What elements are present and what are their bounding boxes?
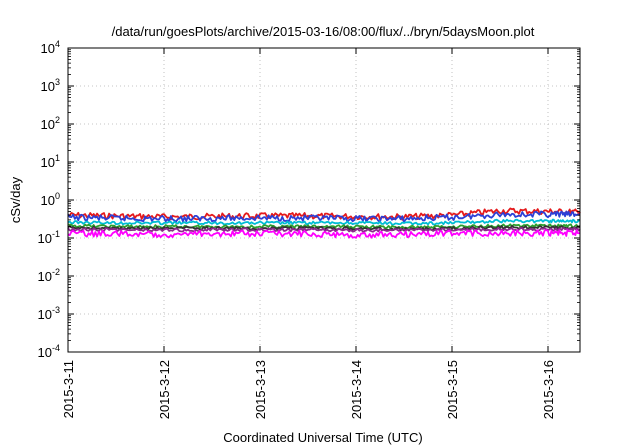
series-line — [67, 229, 581, 239]
y-tick-label: 10-2 — [38, 267, 60, 284]
series-line — [67, 225, 581, 232]
y-tick-label: 102 — [41, 115, 60, 132]
x-tick-label: 2015-3-16 — [541, 360, 556, 419]
y-tick-label: 10-1 — [38, 229, 60, 246]
x-tick-label: 2015-3-13 — [253, 360, 268, 419]
y-tick-label: 100 — [41, 191, 60, 208]
series-line — [67, 226, 581, 233]
y-tick-label: 101 — [41, 153, 60, 170]
series-line — [67, 210, 581, 223]
x-tick-label: 2015-3-15 — [445, 360, 460, 419]
x-tick-label: 2015-3-11 — [61, 360, 76, 418]
x-tick-label: 2015-3-14 — [349, 360, 364, 419]
x-ticks: 2015-3-11 2015-3-12 2015-3-13 2015-3-14 2015… — [61, 48, 556, 419]
chart-title: /data/run/goesPlots/archive/2015-03-16/0… — [112, 24, 535, 39]
grid — [67, 47, 580, 353]
y-tick-label: 104 — [41, 39, 60, 56]
series-group — [67, 207, 581, 239]
y-tick-label: 10-4 — [38, 343, 60, 360]
y-tick-label: 103 — [41, 77, 60, 94]
series-line — [67, 207, 581, 221]
y-tick-label: 10-3 — [38, 305, 60, 322]
series-line — [67, 218, 581, 226]
series-line — [67, 223, 581, 230]
y-axis-label: cSv/day — [8, 176, 23, 223]
y-ticks: 10-4 10-3 10-2 10-1 100 101 102 103 104 — [38, 39, 580, 360]
x-tick-label: 2015-3-12 — [157, 360, 172, 419]
x-axis-label: Coordinated Universal Time (UTC) — [223, 430, 422, 445]
